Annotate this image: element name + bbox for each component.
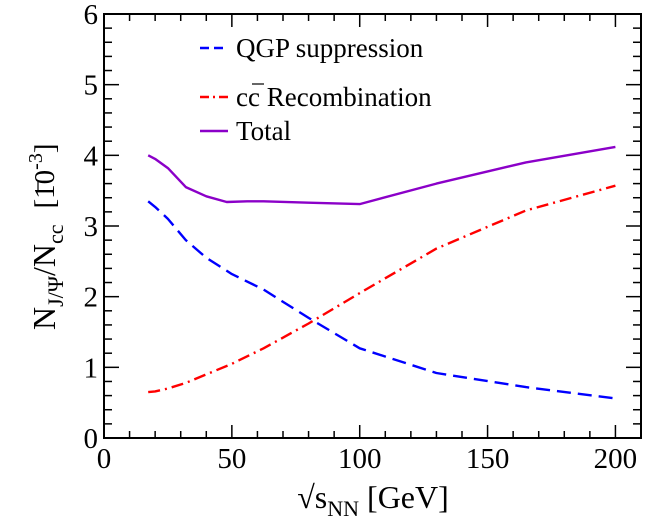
legend-label-cc-recombination: cc Recombination: [236, 82, 432, 112]
x-axis-title-unit: [GeV]: [359, 479, 449, 515]
tick-layer: 0 50 100 150 200 0 1 2 3 4 5 6: [84, 0, 642, 475]
x-tick-label: 200: [594, 443, 638, 475]
y-tick-label: 2: [84, 282, 99, 314]
y-axis-unit-exponent: -3: [25, 153, 47, 170]
legend-label-recombination: Recombination: [260, 82, 432, 112]
x-tick-label: 100: [338, 443, 382, 475]
x-tick-label: 50: [217, 443, 246, 475]
y-tick-label: 6: [84, 0, 99, 31]
y-axis-title-denominator-subscript: cc: [43, 224, 68, 244]
legend: QGP suppression cc Recombination Total: [200, 33, 432, 146]
plot-area: 0 50 100 150 200 0 1 2 3 4 5 6: [84, 0, 642, 475]
y-tick-label: 3: [84, 211, 99, 243]
series-line-cc-recombination: [148, 184, 616, 394]
x-axis-title-main: √s: [297, 479, 327, 515]
legend-label-total: Total: [236, 116, 291, 146]
x-tick-label: 150: [466, 443, 510, 475]
series-line-qgp-suppression: [147, 200, 616, 400]
series-layer: [147, 145, 616, 400]
x-tick-label: 0: [97, 443, 112, 475]
legend-label-qgp-suppression: QGP suppression: [236, 33, 424, 63]
y-axis-unit-open: [10: [29, 170, 61, 209]
series-line-total: [147, 145, 616, 206]
y-axis-title-numerator-subscript: J/Ψ: [43, 275, 68, 307]
y-axis-title-n: N: [26, 307, 62, 330]
y-axis-title: NJ/Ψ/Ncc: [26, 224, 68, 330]
y-axis-unit-close: ]: [29, 143, 61, 153]
legend-label-cc: cc: [236, 82, 260, 112]
x-axis-title-subscript: NN: [327, 496, 359, 521]
y-tick-label: 1: [84, 352, 99, 384]
y-tick-label: 4: [84, 140, 99, 172]
y-tick-label: 5: [84, 70, 99, 102]
y-tick-label: 0: [84, 423, 99, 455]
y-axis-unit: [10-3]: [25, 143, 61, 208]
x-axis-title: √sNN [GeV]: [297, 479, 449, 521]
y-axis-title-slash: /N: [26, 244, 62, 276]
